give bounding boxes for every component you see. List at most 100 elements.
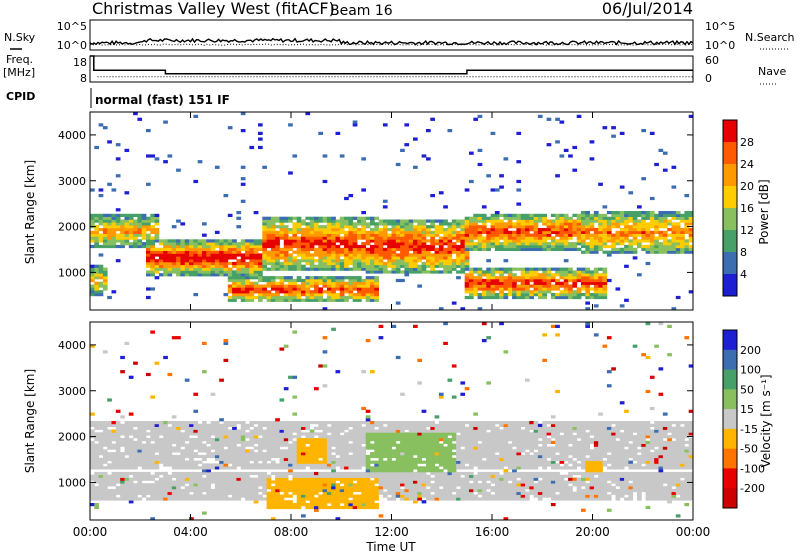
power-cells-cell <box>637 220 642 223</box>
power-cells-cell <box>426 234 431 237</box>
power-cells-cell <box>176 248 181 251</box>
power-cells-cell <box>348 262 353 265</box>
power-cells-cell <box>538 234 543 237</box>
power-cells-cell <box>99 268 104 271</box>
vel-cells-cell <box>288 430 293 433</box>
vel-cells-cell <box>327 506 332 509</box>
power-cells-cell <box>198 265 203 268</box>
vel-cells-cell <box>288 506 293 509</box>
vel-cells-cell <box>280 435 285 438</box>
vel-cells-cell <box>331 435 336 438</box>
vel-cells-cell <box>357 466 362 469</box>
vel-cells-cell <box>262 447 267 450</box>
vel-cells-cell <box>361 407 366 410</box>
power-cells-cell <box>387 228 392 231</box>
power-cells-cell <box>361 228 366 231</box>
power-cells-cell <box>426 231 431 234</box>
vel-cells-cell <box>254 435 259 438</box>
power-cells-cell <box>465 231 470 234</box>
power-cells-cell <box>504 225 509 228</box>
power-cells-cell <box>452 302 457 305</box>
vel-cells-cell <box>249 472 254 475</box>
power-cells-cell <box>112 222 117 225</box>
power-cells-cell <box>551 228 556 231</box>
vel-cells-cell <box>129 500 134 503</box>
y-tick-label: 3000 <box>58 175 86 188</box>
power-cells-cell <box>448 251 453 254</box>
power-cells-cell <box>641 234 646 237</box>
power-cells-cell <box>336 228 341 231</box>
vel-cells-cell <box>275 447 280 450</box>
vel-cells-cell <box>219 463 224 466</box>
power-cells-cell <box>99 234 104 237</box>
vel-cells-cell <box>409 444 414 447</box>
vel-cells-cell <box>301 458 306 461</box>
power-cells-cell <box>155 228 160 231</box>
power-cells-cell <box>146 270 151 273</box>
vel-cells-cell <box>146 497 151 500</box>
power-cells-cell <box>448 129 453 132</box>
power-cells-cell <box>676 239 681 242</box>
vel-cells-cell <box>297 472 302 475</box>
vel-cells-cell <box>193 480 198 483</box>
power-cells-cell <box>478 234 483 237</box>
power-cells-cell <box>267 259 272 262</box>
vel-cells-cell <box>353 500 358 503</box>
power-cells-cell <box>504 234 509 237</box>
vel-cells-cell <box>129 486 134 489</box>
power-cells-cell <box>499 248 504 251</box>
power-cells-cell <box>297 293 302 296</box>
vel-cells-cell <box>180 441 185 444</box>
power-cells-cell <box>180 270 185 273</box>
power-cells-cell <box>422 253 427 256</box>
vel-cells-cell <box>125 480 130 483</box>
power-cells-cell <box>99 273 104 276</box>
vel-cells-cell <box>129 455 134 458</box>
vel-cells-cell <box>323 424 328 427</box>
vel-cells-cell <box>310 449 315 452</box>
vel-cells-cell <box>340 472 345 475</box>
vel-cells-cell <box>305 455 310 458</box>
vel-cells-cell <box>180 444 185 447</box>
vel-cells-cell <box>202 449 207 452</box>
vel-cells-cell <box>120 472 125 475</box>
power-cells-cell <box>387 251 392 254</box>
vel-cells-cell <box>112 432 117 435</box>
vel-cells-cell <box>172 421 177 424</box>
vel-cells-cell <box>426 458 431 461</box>
power-cells-cell <box>129 228 134 231</box>
power-cells-cell <box>572 169 577 172</box>
power-cells-cell <box>344 262 349 265</box>
vel-cells-cell <box>202 342 207 345</box>
power-cells-cell <box>310 262 315 265</box>
vel-cells-cell <box>94 492 99 495</box>
power-cells-cell <box>469 248 474 251</box>
power-cells-cell <box>551 231 556 234</box>
vel-cells-cell <box>314 472 319 475</box>
power-cells-cell <box>396 248 401 251</box>
power-cells-cell <box>422 220 427 223</box>
power-cells-cell <box>452 231 457 234</box>
vel-cells-cell <box>271 500 276 503</box>
power-cells-cell <box>361 293 366 296</box>
vel-cells-cell <box>344 483 349 486</box>
vel-cells-cell <box>331 472 336 475</box>
power-cells-cell <box>361 282 366 285</box>
power-cells-cell <box>150 231 155 234</box>
vel-cells-cell <box>387 432 392 435</box>
vel-cells-cell <box>275 480 280 483</box>
power-cells-cell <box>262 290 267 293</box>
power-cells-cell <box>491 217 496 220</box>
vel-cells-cell <box>133 472 138 475</box>
power-cells-cell <box>150 239 155 242</box>
vel-cells-cell <box>310 455 315 458</box>
power-cells-cell <box>560 242 565 245</box>
vel-cells-cell <box>387 466 392 469</box>
power-cells-cell <box>224 259 229 262</box>
power-cells-cell <box>512 231 517 234</box>
power-cells-cell <box>417 222 422 225</box>
vel-cells-cell <box>176 449 181 452</box>
power-cells-cell <box>267 251 272 254</box>
power-cells-cell <box>224 239 229 242</box>
power-cells-cell <box>318 287 323 290</box>
